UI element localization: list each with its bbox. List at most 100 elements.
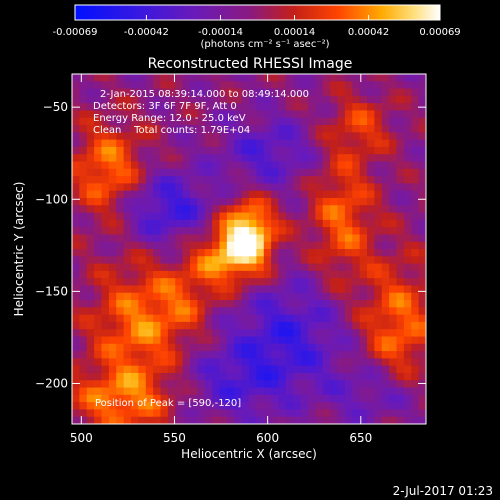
heatmap-cell — [337, 336, 346, 345]
heatmap-cell — [116, 270, 125, 279]
heatmap-cell — [315, 372, 324, 381]
heatmap-cell — [197, 321, 206, 330]
heatmap-cell — [131, 168, 139, 177]
heatmap-cell — [330, 372, 339, 381]
heatmap-cell — [308, 300, 316, 308]
heatmap-cell — [300, 241, 309, 250]
heatmap-cell — [234, 329, 243, 338]
heatmap-cell — [396, 394, 405, 403]
heatmap-cell — [396, 402, 405, 411]
heatmap-cell — [263, 176, 272, 184]
heatmap-cell — [94, 249, 103, 257]
heatmap-cell — [197, 205, 206, 214]
heatmap-cell — [131, 125, 139, 133]
heatmap-cell — [263, 365, 272, 374]
heatmap-cell — [293, 227, 302, 236]
heatmap-cell — [226, 117, 235, 126]
heatmap-cell — [153, 161, 162, 170]
heatmap-cell — [249, 183, 257, 192]
heatmap-cell — [145, 146, 154, 155]
heatmap-cell — [249, 212, 257, 221]
heatmap-cell — [337, 212, 346, 221]
heatmap-cell — [374, 343, 383, 352]
heatmap-cell — [167, 205, 176, 214]
heatmap-cell — [278, 168, 287, 177]
heatmap-cell — [226, 176, 235, 184]
heatmap-cell — [381, 205, 390, 214]
heatmap-cell — [79, 358, 88, 367]
heatmap-cell — [190, 205, 198, 214]
heatmap-cell — [322, 329, 331, 338]
heatmap-cell — [108, 161, 117, 170]
heatmap-cell — [285, 110, 294, 119]
heatmap-cell — [374, 125, 383, 133]
heatmap-cell — [411, 387, 420, 396]
heatmap-cell — [381, 372, 390, 381]
heatmap-cell — [116, 110, 125, 119]
heatmap-cell — [234, 212, 243, 221]
heatmap-cell — [116, 74, 125, 82]
heatmap-cell — [300, 394, 309, 403]
heatmap-cell — [226, 74, 235, 82]
heatmap-cell — [344, 278, 353, 287]
heatmap-cell — [278, 205, 287, 214]
heatmap-cell — [116, 365, 125, 374]
heatmap-cell — [285, 234, 294, 243]
heatmap-cell — [374, 380, 383, 389]
heatmap-cell — [94, 351, 103, 359]
heatmap-cell — [344, 300, 353, 308]
heatmap-cell — [182, 197, 191, 206]
heatmap-cell — [285, 329, 294, 338]
heatmap-cell — [359, 380, 368, 389]
heatmap-cell — [212, 380, 221, 389]
heatmap-cell — [263, 190, 272, 199]
heatmap-cell — [367, 380, 375, 389]
heatmap-cell — [182, 227, 191, 236]
heatmap-cell — [197, 125, 206, 133]
heatmap-cell — [389, 314, 398, 323]
heatmap-cell — [337, 300, 346, 308]
heatmap-cell — [352, 402, 361, 411]
heatmap-cell — [160, 285, 169, 294]
heatmap-cell — [79, 190, 88, 199]
heatmap-cell — [367, 321, 375, 330]
heatmap-cell — [145, 321, 154, 330]
heatmap-cell — [367, 343, 375, 352]
heatmap-cell — [263, 314, 272, 323]
heatmap-cell — [167, 285, 176, 294]
heatmap-cell — [337, 227, 346, 236]
heatmap-cell — [278, 263, 287, 272]
heatmap-cell — [285, 343, 294, 352]
heatmap-cell — [330, 329, 339, 338]
heatmap-cell — [293, 336, 302, 345]
y-tick-label: −200 — [35, 376, 68, 390]
heatmap-cell — [249, 307, 257, 316]
heatmap-cell — [256, 292, 265, 301]
heatmap-cell — [94, 161, 103, 170]
heatmap-cell — [418, 197, 426, 206]
heatmap-cell — [256, 88, 265, 97]
heatmap-cell — [389, 132, 398, 141]
heatmap-cell — [204, 161, 213, 170]
heatmap-cell — [308, 176, 316, 184]
heatmap-cell — [263, 285, 272, 294]
heatmap-cell — [145, 161, 154, 170]
heatmap-cell — [315, 212, 324, 221]
heatmap-cell — [212, 241, 221, 250]
heatmap-cell — [108, 212, 117, 221]
heatmap-cell — [123, 387, 132, 396]
heatmap-cell — [131, 307, 139, 316]
heatmap-cell — [330, 117, 339, 126]
heatmap-cell — [403, 241, 412, 250]
heatmap-cell — [344, 234, 353, 243]
heatmap-cell — [226, 278, 235, 287]
heatmap-cell — [175, 380, 184, 389]
heatmap-cell — [374, 270, 383, 279]
heatmap-cell — [226, 205, 235, 214]
heatmap-cell — [138, 278, 147, 287]
heatmap-cell — [300, 365, 309, 374]
heatmap-cell — [300, 285, 309, 294]
heatmap-cell — [337, 117, 346, 126]
heatmap-cell — [403, 249, 412, 257]
heatmap-cell — [241, 249, 250, 257]
